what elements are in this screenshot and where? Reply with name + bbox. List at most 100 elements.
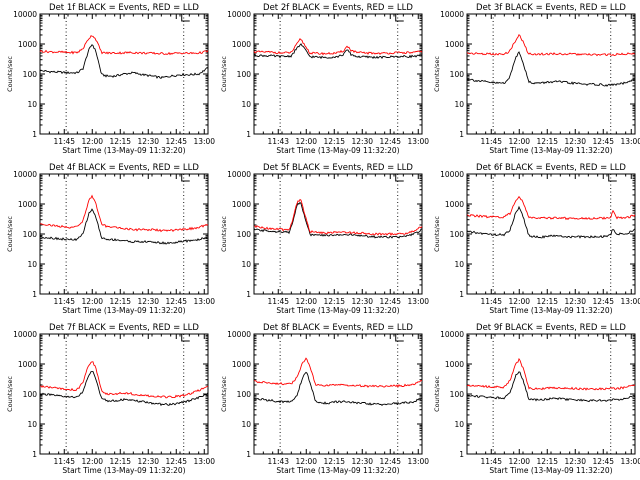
- y-axis-label: Counts/sec: [433, 56, 441, 92]
- y-tick-label: 100: [237, 390, 252, 399]
- x-tick-label: 12:00: [295, 297, 317, 306]
- x-axis-label: Start Time (13-May-09 11:32:20): [62, 306, 185, 315]
- x-tick-label: 12:45: [379, 457, 401, 466]
- events-series-line: [39, 371, 209, 407]
- y-tick-label: 1000: [232, 360, 251, 369]
- x-tick-label: 12:15: [536, 297, 558, 306]
- x-tick-label: 12:15: [323, 137, 345, 146]
- events-series-line: [253, 201, 423, 239]
- interval-marker: [395, 14, 404, 22]
- y-tick-label: 1000: [232, 40, 251, 49]
- x-tick-label: 12:15: [323, 297, 345, 306]
- panel-title: Det 2f BLACK = Events, RED = LLD: [263, 3, 413, 13]
- x-axis-label: Start Time (13-May-09 11:32:20): [62, 466, 185, 475]
- x-tick-label: 12:15: [536, 137, 558, 146]
- y-tick-label: 100: [450, 70, 465, 79]
- x-tick-label: 12:00: [508, 457, 530, 466]
- events-series-line: [466, 371, 636, 403]
- x-tick-label: 12:30: [351, 457, 373, 466]
- x-tick-label: 12:30: [351, 137, 373, 146]
- y-tick-label: 10000: [13, 170, 37, 179]
- x-tick-label: 11:45: [267, 297, 289, 306]
- x-tick-label: 11:45: [53, 297, 75, 306]
- interval-marker: [608, 174, 617, 182]
- x-tick-label: 13:00: [407, 297, 429, 306]
- y-axis-label: Counts/sec: [433, 376, 441, 412]
- y-axis-label: Counts/sec: [6, 216, 14, 252]
- y-tick-label: 10000: [13, 10, 37, 19]
- y-tick-label: 100: [450, 390, 465, 399]
- panel-title: Det 1f BLACK = Events, RED = LLD: [49, 3, 199, 13]
- y-tick-label: 100: [450, 230, 465, 239]
- plot-frame: [253, 13, 423, 135]
- x-tick-label: 12:00: [508, 297, 530, 306]
- y-tick-label: 1: [459, 450, 464, 459]
- x-tick-label: 12:15: [109, 457, 131, 466]
- y-tick-label: 1000: [18, 200, 37, 209]
- y-tick-label: 10000: [227, 10, 251, 19]
- y-tick-label: 10: [27, 420, 37, 429]
- y-tick-label: 1: [32, 450, 37, 459]
- x-tick-label: 12:30: [564, 297, 586, 306]
- x-tick-label: 12:15: [109, 137, 131, 146]
- x-tick-label: 13:00: [407, 457, 429, 466]
- y-tick-label: 1: [246, 290, 251, 299]
- y-tick-label: 1: [32, 290, 37, 299]
- x-tick-label: 13:00: [193, 297, 215, 306]
- y-tick-label: 100: [23, 230, 38, 239]
- x-tick-label: 12:30: [564, 137, 586, 146]
- x-tick-label: 12:45: [379, 297, 401, 306]
- x-axis-label: Start Time (13-May-09 11:32:20): [276, 146, 399, 155]
- x-tick-label: 12:00: [81, 137, 103, 146]
- lld-series-line: [466, 33, 636, 57]
- y-tick-label: 10: [454, 260, 464, 269]
- y-tick-label: 10: [27, 100, 37, 109]
- x-tick-label: 12:45: [165, 457, 187, 466]
- lld-series-line: [39, 194, 209, 233]
- x-tick-label: 11:45: [53, 137, 75, 146]
- x-tick-label: 12:45: [592, 297, 614, 306]
- y-axis-label: Counts/sec: [6, 56, 14, 92]
- panel-title: Det 5f BLACK = Events, RED = LLD: [263, 163, 413, 173]
- x-tick-label: 13:00: [620, 457, 640, 466]
- x-tick-label: 12:45: [165, 137, 187, 146]
- x-tick-label: 13:00: [193, 457, 215, 466]
- y-tick-label: 10: [241, 420, 251, 429]
- x-tick-label: 12:15: [109, 297, 131, 306]
- panel-title: Det 8f BLACK = Events, RED = LLD: [263, 323, 413, 333]
- plot-frame: [39, 333, 209, 455]
- x-tick-label: 13:00: [620, 297, 640, 306]
- y-tick-label: 10000: [440, 10, 464, 19]
- lld-series-line: [466, 195, 636, 221]
- x-tick-label: 12:00: [81, 297, 103, 306]
- events-series-line: [466, 205, 636, 239]
- interval-marker: [181, 14, 190, 22]
- x-tick-label: 12:00: [81, 457, 103, 466]
- interval-marker: [608, 334, 617, 342]
- lld-series-line: [39, 361, 209, 399]
- plot-frame: [466, 333, 636, 455]
- x-tick-label: 11:45: [53, 457, 75, 466]
- y-tick-label: 10000: [227, 330, 251, 339]
- plot-frame: [253, 333, 423, 455]
- x-tick-label: 12:30: [137, 297, 159, 306]
- panel-title: Det 9f BLACK = Events, RED = LLD: [476, 323, 626, 333]
- plot-frame: [466, 13, 636, 135]
- y-axis-label: Counts/sec: [220, 216, 228, 252]
- lld-series-line: [253, 198, 423, 236]
- events-series-line: [39, 208, 209, 245]
- interval-marker: [181, 174, 190, 182]
- events-series-line: [253, 371, 423, 407]
- detector-panel-4: Det 4f BLACK = Events, RED = LLD Counts/s…: [6, 163, 215, 315]
- y-axis-label: Counts/sec: [6, 376, 14, 412]
- x-tick-label: 11:43: [267, 457, 289, 466]
- panel-title: Det 7f BLACK = Events, RED = LLD: [49, 323, 199, 333]
- lld-series-line: [39, 35, 209, 56]
- detector-panel-8: Det 8f BLACK = Events, RED = LLD Counts/s…: [220, 323, 429, 475]
- interval-marker: [608, 14, 617, 22]
- detector-panel-2: Det 2f BLACK = Events, RED = LLD Counts/s…: [220, 3, 429, 155]
- detector-panel-7: Det 7f BLACK = Events, RED = LLD Counts/s…: [6, 323, 215, 475]
- x-tick-label: 13:00: [407, 137, 429, 146]
- interval-marker: [395, 174, 404, 182]
